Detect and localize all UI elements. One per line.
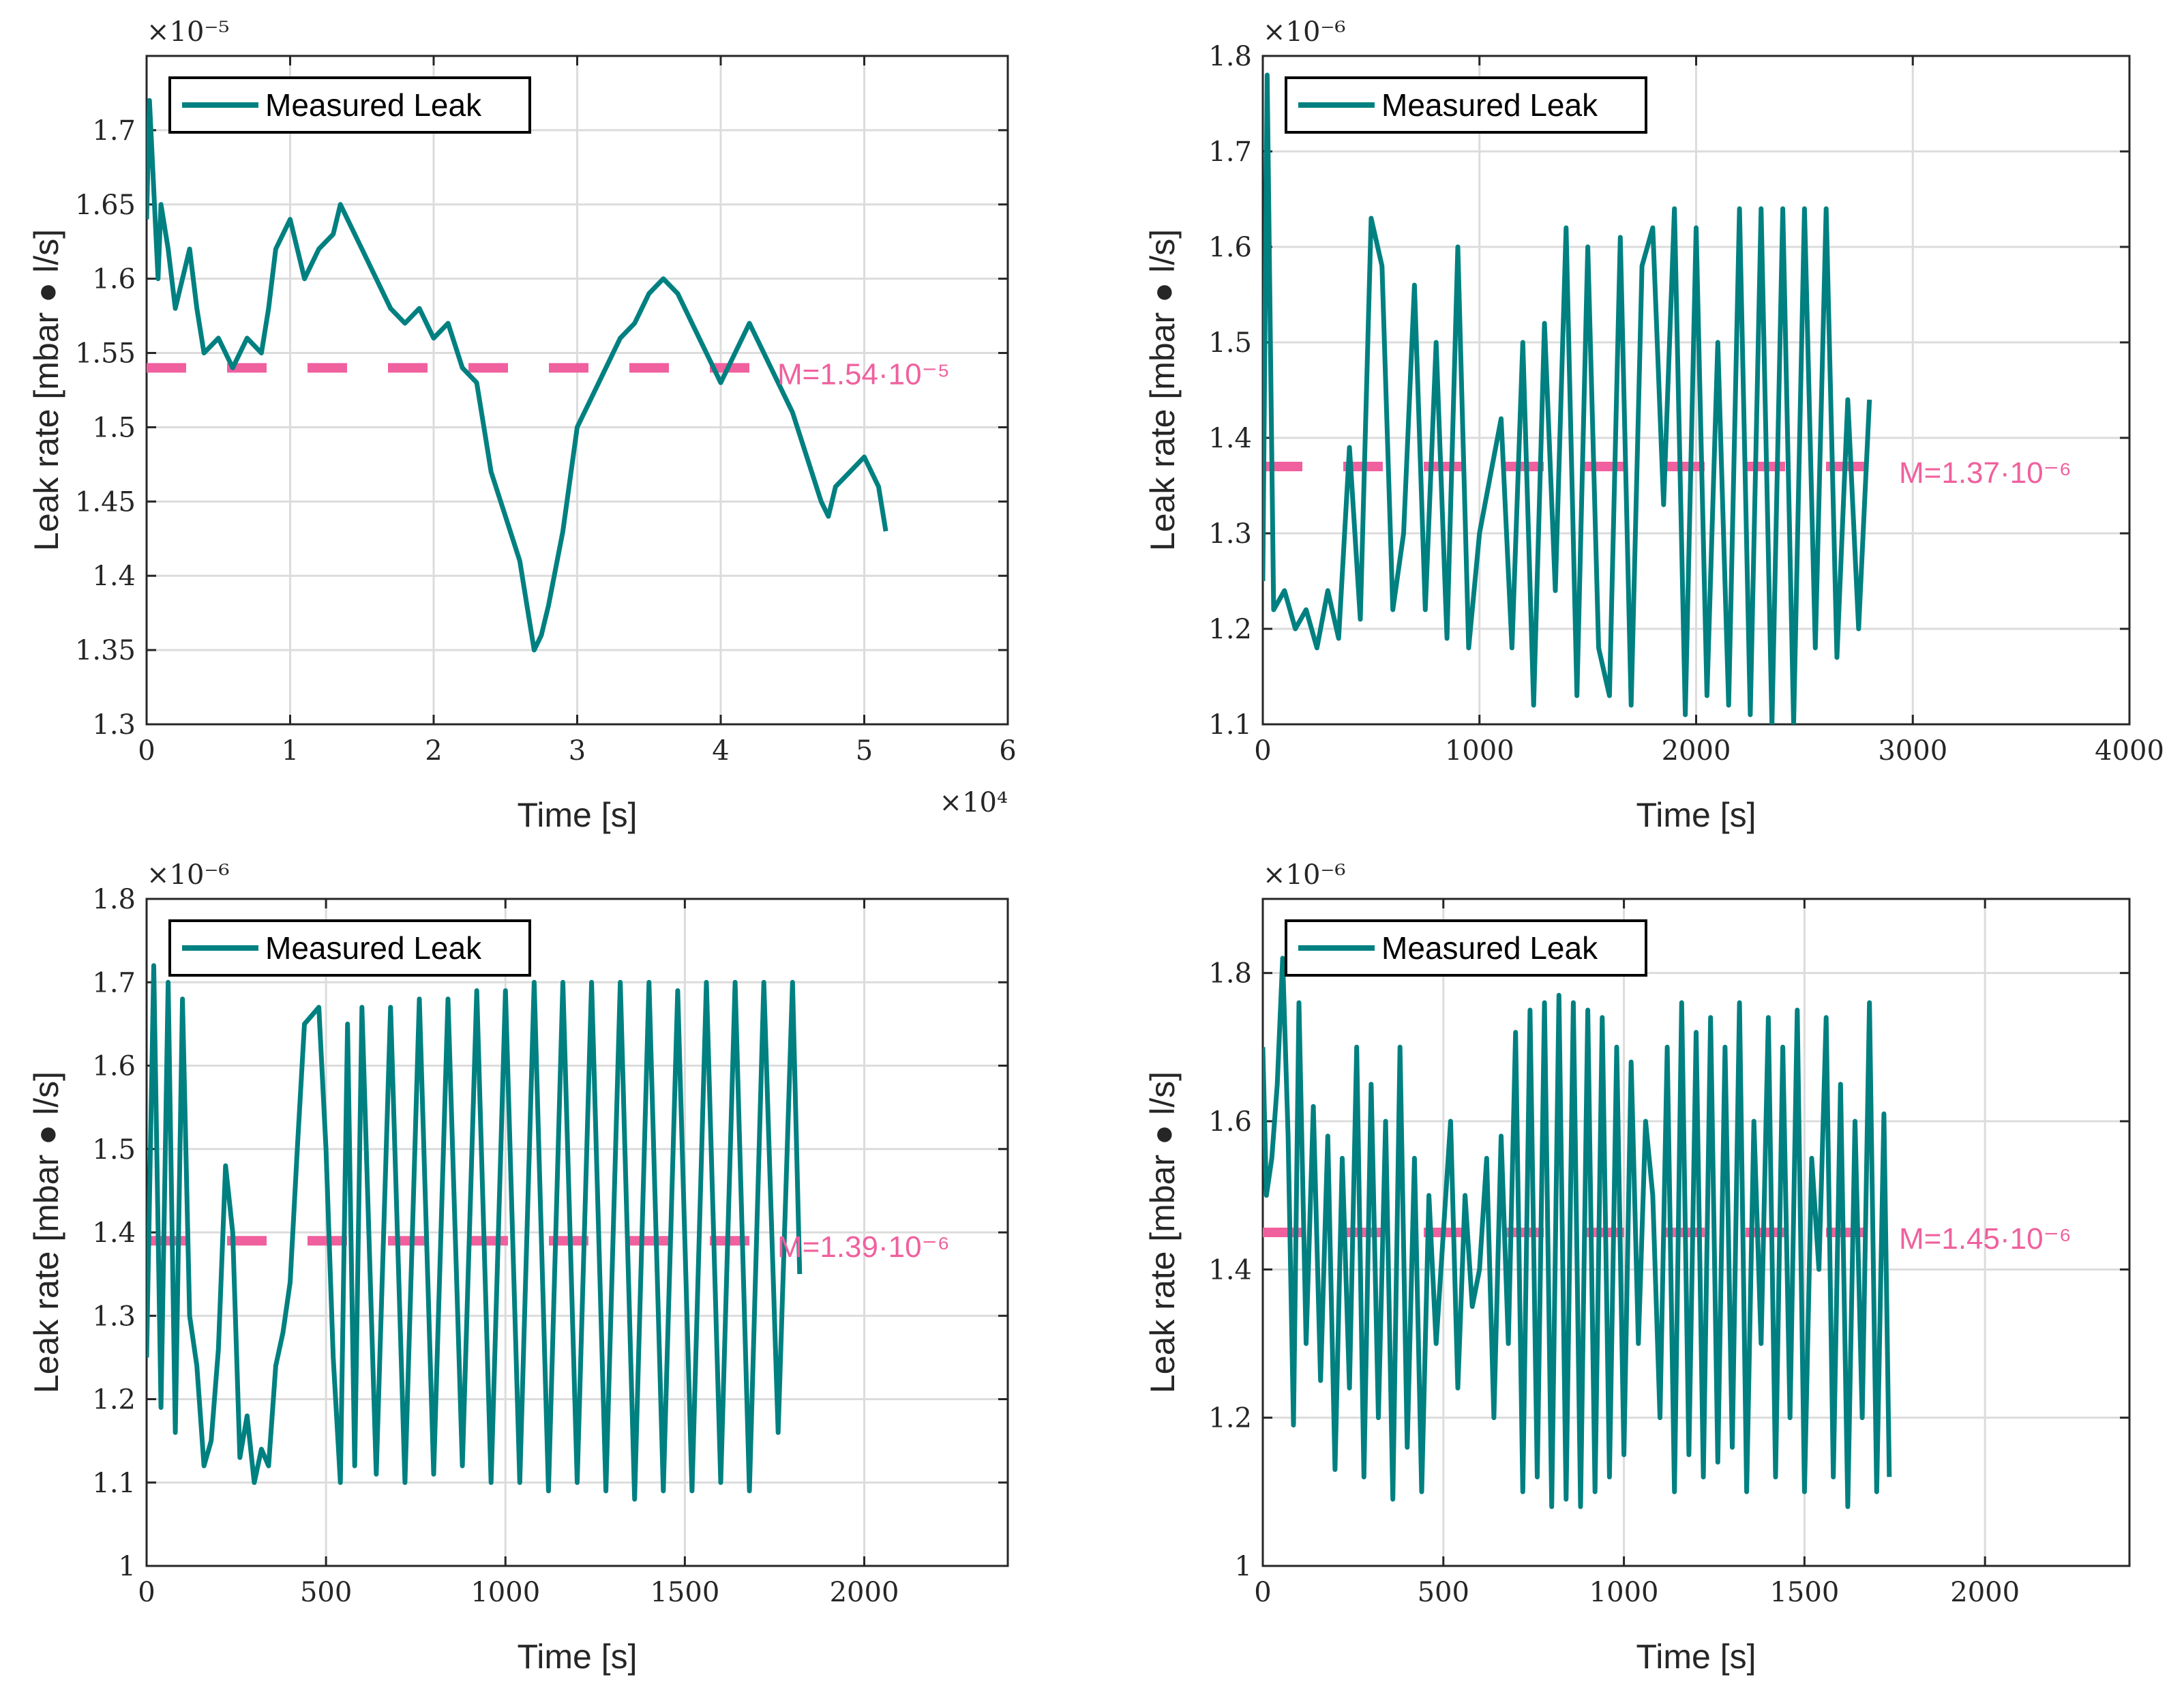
chart-panel-4: 0 500 1000 1500 2000 1 1.2 1.4 1.6 1.8 ×10⁻⁶ Time [… — [1143, 859, 2131, 1676]
mean-label: M=1.45·10⁻⁶ — [1899, 1222, 2071, 1256]
x-tick-label: 1 — [282, 735, 299, 767]
x-tick-label: 5 — [856, 735, 873, 767]
y-tick-label: 1.55 — [75, 338, 136, 370]
x-tick-label: 0 — [1254, 735, 1271, 767]
x-tick-label: 3000 — [1878, 735, 1947, 767]
y-axis-label: Leak rate [mbar ● l/s] — [27, 1071, 65, 1393]
y-tick-label: 1.7 — [92, 115, 136, 147]
y-tick-label: 1.7 — [1208, 136, 1252, 168]
y-tick-label: 1 — [119, 1551, 136, 1582]
y-tick-label: 1.45 — [75, 486, 136, 518]
y-tick-label: 1.4 — [1208, 1254, 1252, 1286]
y-tick-label: 1 — [1235, 1551, 1252, 1582]
legend-label: Measured Leak — [265, 87, 482, 123]
x-tick-label: 500 — [300, 1577, 352, 1608]
y-axis-label: Leak rate [mbar ● l/s] — [1143, 1071, 1182, 1393]
y-axis-label: Leak rate [mbar ● l/s] — [27, 229, 65, 551]
x-axis-label: Time [s] — [518, 1638, 638, 1676]
x-tick-label: 4000 — [2095, 735, 2164, 767]
y-axis-label: Leak rate [mbar ● l/s] — [1143, 229, 1182, 551]
y-tick-label: 1.6 — [92, 1051, 136, 1082]
y-tick-label: 1.3 — [92, 709, 136, 741]
chart-panel-1: 0 1 2 3 4 5 6 1.3 1.35 1.4 1.45 1.5 1.55 1.6 1.65 1.7 ×1… — [27, 16, 1017, 834]
y-tick-label: 1.2 — [1208, 1403, 1252, 1434]
chart-panel-2: 0 1000 2000 3000 4000 1.1 1.2 1.3 1.4 1.5 1.6 1.7 1.… — [1143, 16, 2164, 834]
y-exponent-label: ×10⁻⁶ — [1263, 859, 1346, 891]
y-tick-label: 1.5 — [92, 412, 136, 443]
legend-box — [168, 919, 531, 977]
x-axis-label: Time [s] — [1636, 796, 1756, 834]
y-tick-label: 1.2 — [1208, 614, 1252, 645]
mean-label: M=1.54·10⁻⁵ — [777, 357, 950, 391]
y-tick-label: 1.65 — [75, 190, 136, 221]
x-tick-label: 1500 — [650, 1577, 719, 1608]
y-tick-label: 1.8 — [1208, 41, 1252, 72]
mean-label: M=1.37·10⁻⁶ — [1899, 456, 2071, 490]
legend-label: Measured Leak — [265, 930, 482, 966]
x-tick-label: 1000 — [470, 1577, 540, 1608]
y-tick-label: 1.3 — [92, 1301, 136, 1332]
x-tick-label: 1500 — [1769, 1577, 1839, 1608]
x-tick-label: 2 — [425, 735, 442, 767]
mean-label: M=1.39·10⁻⁶ — [777, 1230, 950, 1264]
y-tick-label: 1.8 — [92, 884, 136, 915]
legend-label: Measured Leak — [1381, 87, 1598, 123]
x-axis-label: Time [s] — [518, 796, 638, 834]
series-line-measured-leak — [147, 98, 888, 653]
chart-panel-3: 0 500 1000 1500 2000 1 1.1 1.2 1.3 1.4 1.5 1.6 1.7 1.… — [27, 859, 1009, 1676]
legend-label: Measured Leak — [1381, 930, 1598, 966]
x-tick-label: 0 — [138, 1577, 155, 1608]
x-tick-label: 4 — [712, 735, 729, 767]
y-tick-label: 1.1 — [1208, 709, 1252, 741]
y-exponent-label: ×10⁻⁶ — [1263, 16, 1346, 48]
y-tick-label: 1.35 — [75, 635, 136, 666]
y-exponent-label: ×10⁻⁶ — [147, 859, 230, 891]
x-tick-label: 1000 — [1589, 1577, 1659, 1608]
y-tick-label: 1.5 — [1208, 327, 1252, 359]
x-tick-label: 6 — [999, 735, 1016, 767]
series-line-measured-leak — [1263, 956, 1892, 1509]
x-tick-label: 2000 — [830, 1577, 899, 1608]
x-axis-label: Time [s] — [1636, 1638, 1756, 1676]
y-tick-label: 1.8 — [1208, 958, 1252, 990]
x-tick-label: 2000 — [1662, 735, 1731, 767]
y-tick-label: 1.6 — [92, 264, 136, 295]
y-tick-label: 1.2 — [92, 1385, 136, 1416]
y-tick-label: 1.4 — [92, 1217, 136, 1249]
series-line-measured-leak — [147, 963, 803, 1502]
y-tick-label: 1.3 — [1208, 518, 1252, 550]
x-tick-label: 0 — [138, 735, 155, 767]
y-exponent-label: ×10⁻⁵ — [147, 16, 230, 48]
y-tick-label: 1.1 — [92, 1468, 136, 1499]
x-tick-label: 1000 — [1445, 735, 1514, 767]
y-tick-label: 1.6 — [1208, 232, 1252, 263]
y-tick-label: 1.7 — [92, 967, 136, 998]
y-tick-label: 1.4 — [92, 561, 136, 592]
y-tick-label: 1.4 — [1208, 423, 1252, 454]
x-tick-label: 2000 — [1950, 1577, 2020, 1608]
x-exponent-label: ×10⁴ — [940, 787, 1008, 818]
series-line-measured-leak — [1263, 72, 1872, 724]
x-tick-label: 3 — [569, 735, 586, 767]
x-tick-label: 500 — [1418, 1577, 1469, 1608]
y-tick-label: 1.5 — [92, 1134, 136, 1166]
x-tick-label: 0 — [1254, 1577, 1271, 1608]
y-tick-label: 1.6 — [1208, 1106, 1252, 1138]
